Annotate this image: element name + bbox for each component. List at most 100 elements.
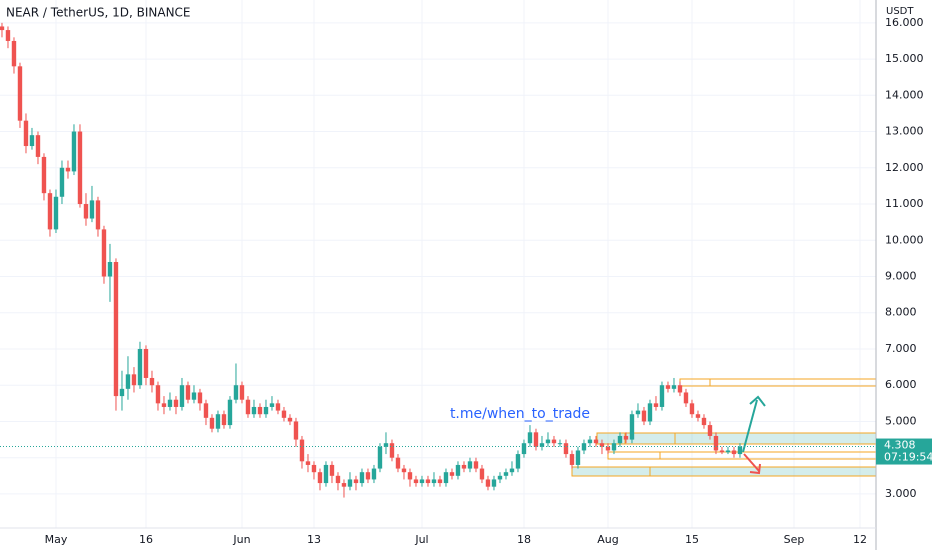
- candle-body: [17, 66, 23, 121]
- candle-body: [305, 461, 311, 465]
- candle-body: [443, 472, 449, 484]
- candle-body: [89, 200, 95, 219]
- candle-body: [41, 156, 47, 194]
- candle-body: [683, 392, 689, 404]
- candle-body: [527, 432, 533, 444]
- y-tick-label: 10.000: [885, 233, 924, 246]
- candle-body: [557, 443, 563, 445]
- chart-title: NEAR / TetherUS, 1D, BINANCE: [6, 6, 191, 20]
- candle-body: [581, 443, 587, 451]
- candle-body: [701, 417, 707, 426]
- candle-body: [593, 439, 599, 444]
- y-tick-label: 5.000: [885, 414, 917, 427]
- candle-body: [59, 167, 65, 197]
- candle-body: [263, 406, 269, 415]
- x-tick-label: May: [45, 533, 68, 546]
- candle-body: [365, 472, 371, 480]
- candle-body: [521, 443, 527, 455]
- candle-body: [611, 443, 617, 451]
- candle-body: [149, 377, 155, 386]
- candle-body: [695, 414, 701, 418]
- candle-body: [209, 417, 215, 429]
- candle-body: [323, 464, 329, 484]
- candle-body: [509, 468, 515, 473]
- candle-body: [0, 26, 5, 31]
- candle-body: [719, 450, 725, 453]
- candle-body: [725, 450, 731, 453]
- candle-body: [371, 468, 377, 480]
- candle-body: [485, 479, 491, 487]
- candle-body: [389, 443, 395, 458]
- y-tick-label: 12.000: [885, 161, 924, 174]
- candle-body: [671, 385, 677, 389]
- candle-body: [347, 479, 353, 487]
- candle-body: [251, 406, 257, 415]
- candle-body: [647, 403, 653, 422]
- candle-body: [473, 461, 479, 469]
- candle-body: [413, 479, 419, 484]
- candle-body: [299, 439, 305, 462]
- candle-body: [659, 385, 665, 407]
- candle-body: [629, 414, 635, 440]
- candle-body: [335, 475, 341, 484]
- candle-body: [77, 131, 83, 205]
- candle-body: [341, 483, 347, 487]
- candle-body: [317, 472, 323, 484]
- candle-body: [479, 468, 485, 480]
- candle-body: [161, 403, 167, 407]
- candle-body: [293, 421, 299, 440]
- candle-body: [173, 399, 179, 407]
- candle-body: [455, 464, 461, 476]
- candle-body: [203, 403, 209, 418]
- candle-body: [101, 229, 107, 277]
- candle-body: [257, 406, 263, 415]
- candle-body: [53, 196, 59, 230]
- candle-body: [587, 439, 593, 444]
- candle-body: [107, 262, 113, 277]
- candle-body: [563, 443, 569, 455]
- candle-body: [71, 131, 77, 172]
- candle-body: [143, 348, 149, 378]
- x-tick-label: 16: [139, 533, 153, 546]
- candle-body: [137, 348, 143, 386]
- candle-body: [215, 414, 221, 429]
- y-tick-label: 7.000: [885, 342, 917, 355]
- candle-body: [83, 204, 89, 219]
- candle-body: [605, 446, 611, 451]
- candle-body: [167, 399, 173, 407]
- candle-body: [515, 454, 521, 469]
- x-tick-label: Aug: [597, 533, 618, 546]
- y-tick-label: 6.000: [885, 378, 917, 391]
- candle-body: [377, 446, 383, 469]
- y-tick-label: 14.000: [885, 88, 924, 101]
- y-tick-label: 11.000: [885, 197, 924, 210]
- candle-body: [383, 443, 389, 447]
- candle-body: [449, 472, 455, 476]
- x-tick-label: 18: [517, 533, 531, 546]
- candle-body: [491, 479, 497, 487]
- price-badge-countdown: 07:19:54: [884, 451, 932, 464]
- candle-body: [227, 399, 233, 426]
- candle-body: [599, 443, 605, 447]
- candle-body: [635, 410, 641, 415]
- candle-body: [665, 385, 671, 389]
- candle-body: [551, 439, 557, 444]
- candle-body: [155, 385, 161, 404]
- candle-body: [269, 403, 275, 407]
- y-axis-label: USDT: [886, 6, 914, 17]
- candle-body: [419, 479, 425, 484]
- candle-body: [425, 479, 431, 484]
- zone-box: [571, 466, 877, 477]
- arrows: [742, 395, 766, 475]
- candle-body: [623, 435, 629, 440]
- y-tick-label: 3.000: [885, 487, 917, 500]
- candle-body: [713, 435, 719, 451]
- y-tick-label: 9.000: [885, 270, 917, 283]
- candle-body: [689, 403, 695, 415]
- candle-body: [125, 374, 131, 389]
- candle-body: [281, 410, 287, 418]
- candle-body: [677, 385, 683, 393]
- candle-body: [401, 468, 407, 473]
- candle-body: [29, 135, 35, 147]
